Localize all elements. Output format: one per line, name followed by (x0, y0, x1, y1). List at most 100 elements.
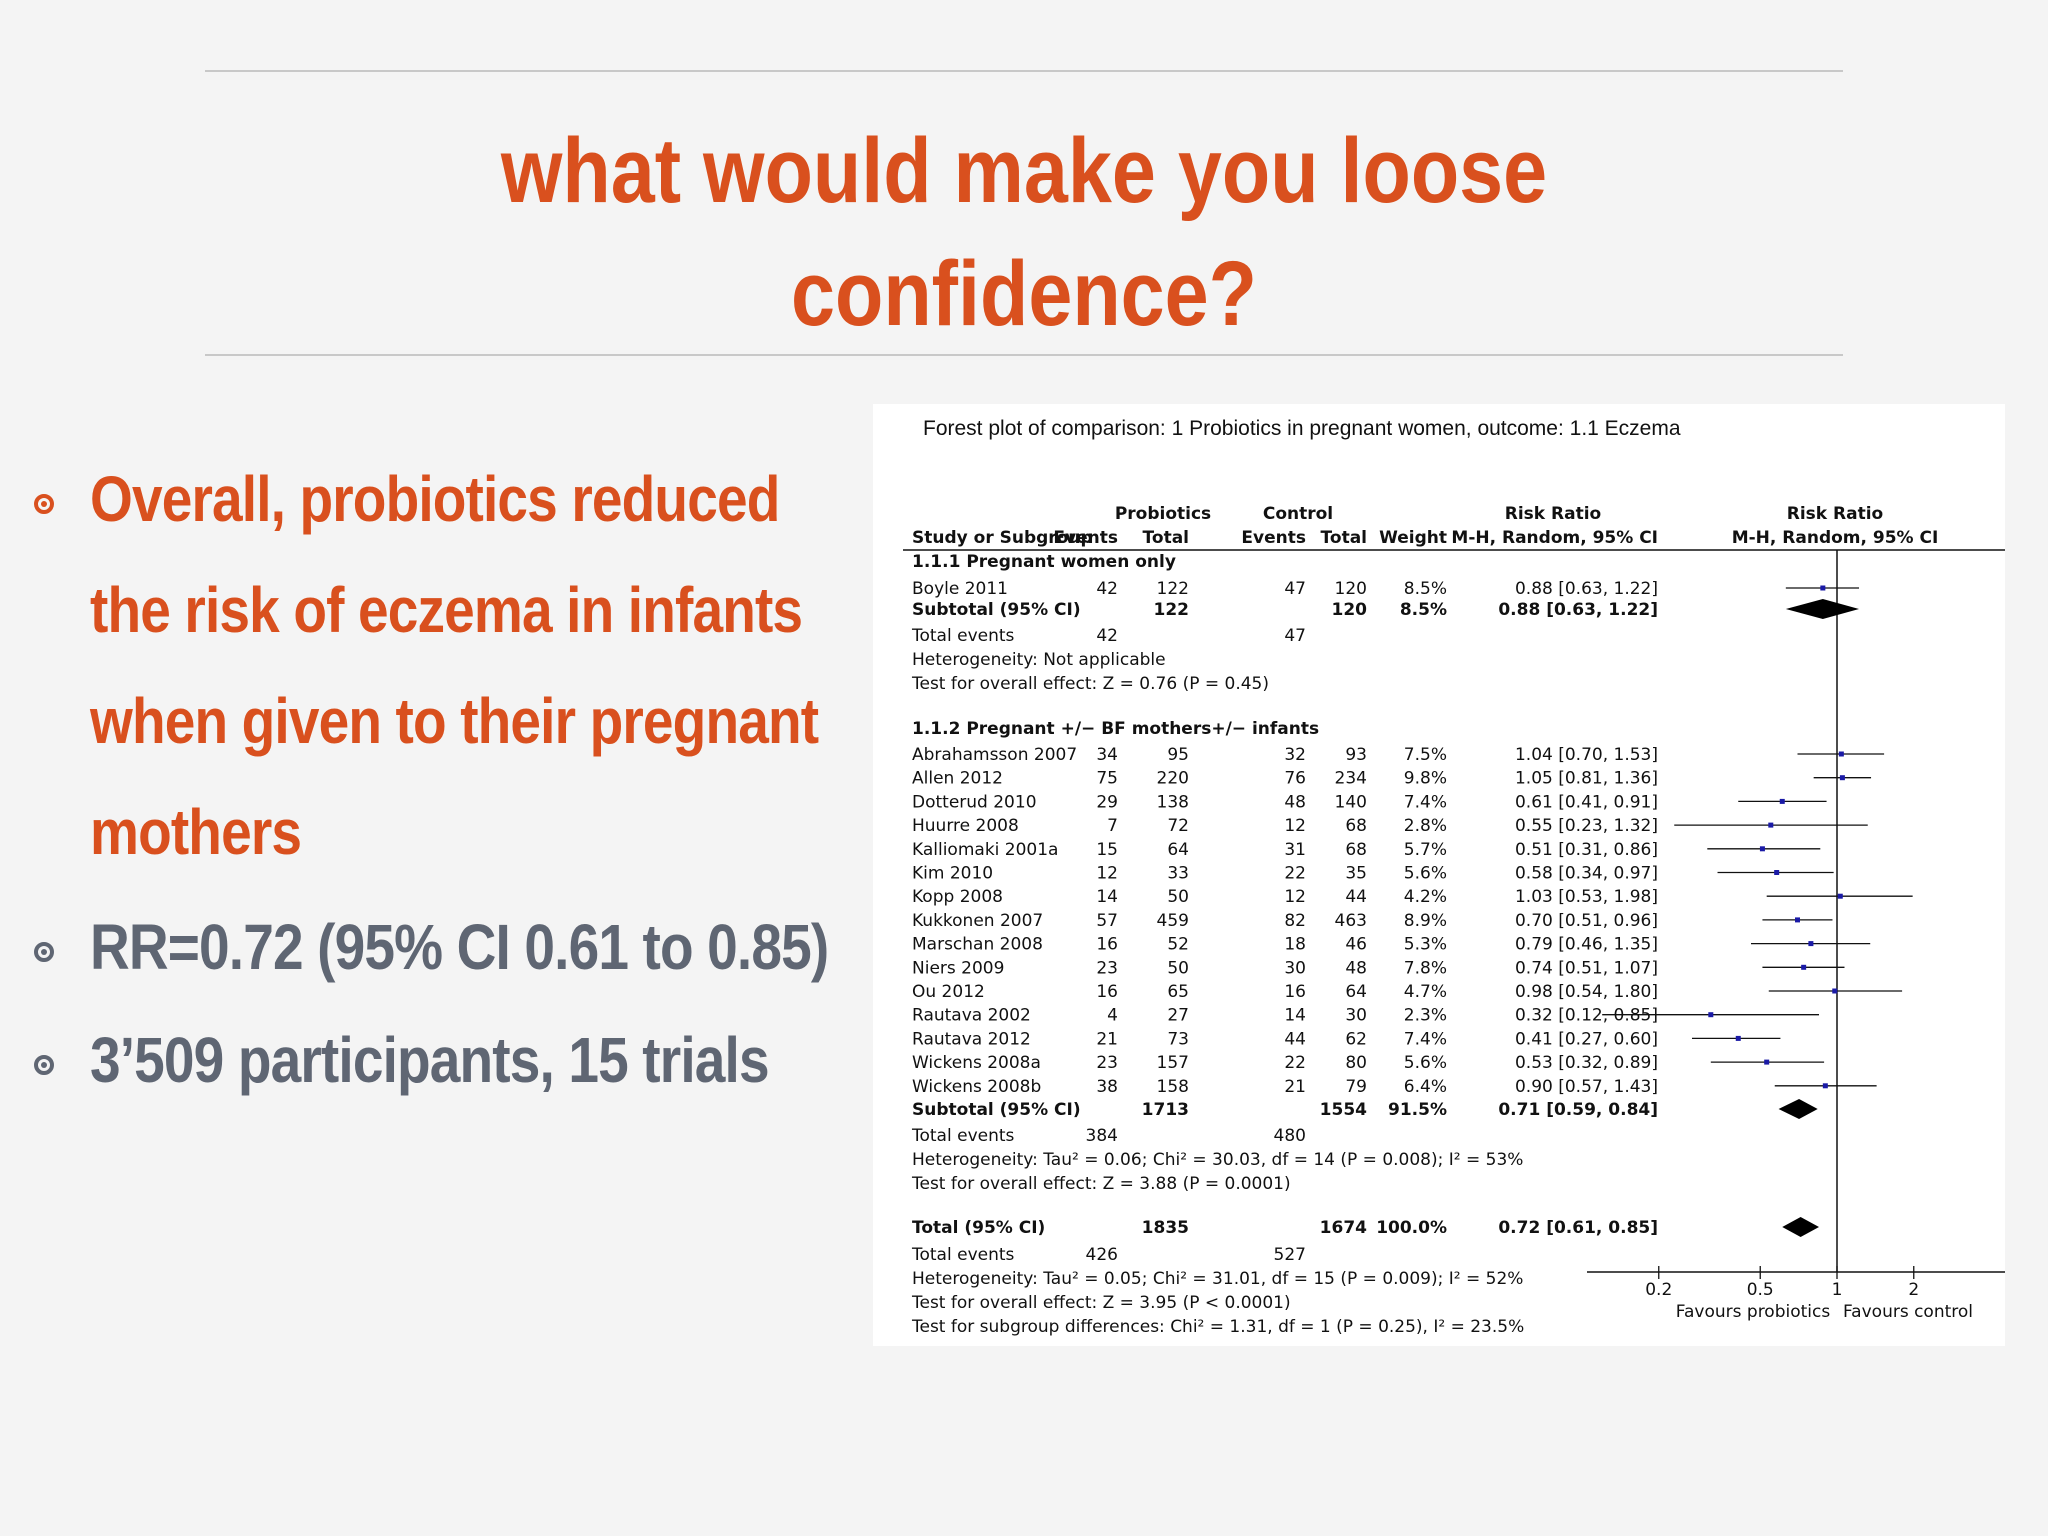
study-name: Dotterud 2010 (912, 792, 1037, 812)
circle-bullet-icon (34, 942, 54, 962)
control-total: 35 (1345, 864, 1367, 884)
overall-effect-text: Test for overall effect: Z = 3.95 (P < 0… (911, 1293, 1291, 1313)
probiotics-events: 7 (1107, 816, 1118, 836)
header-total: Total (1143, 528, 1189, 548)
probiotics-total: 95 (1167, 745, 1189, 765)
study-name: Wickens 2008a (912, 1053, 1041, 1073)
axis-tick-label: 0.2 (1645, 1280, 1672, 1300)
study-weight: 2.8% (1404, 816, 1447, 836)
probiotics-total: 73 (1167, 1029, 1189, 1049)
control-events: 31 (1284, 840, 1306, 860)
study-name: Niers 2009 (912, 958, 1004, 978)
title-divider (205, 354, 1843, 356)
heterogeneity-text: Heterogeneity: Tau² = 0.05; Chi² = 31.01… (912, 1269, 1523, 1289)
study-ci: 0.32 [0.12, 0.85] (1515, 1006, 1658, 1026)
point-estimate (1735, 1035, 1741, 1041)
probiotics-total: 65 (1167, 982, 1189, 1002)
total-weight: 100.0% (1376, 1218, 1447, 1238)
subtotal-label: Subtotal (95% CI) (912, 600, 1081, 620)
probiotics-total: 220 (1157, 769, 1189, 789)
forest-plot: Forest plot of comparison: 1 Probiotics … (903, 417, 2005, 1337)
point-estimate (1774, 870, 1780, 875)
total-events-label: Total events (911, 626, 1015, 646)
study-ci: 0.90 [0.57, 1.43] (1515, 1077, 1658, 1097)
axis-tick-label: 0.5 (1747, 1280, 1774, 1300)
total-events-probiotics: 426 (1086, 1245, 1118, 1265)
overall-effect-text: Test for overall effect: Z = 3.88 (P = 0… (911, 1174, 1291, 1194)
control-events: 14 (1284, 1006, 1306, 1026)
header-risk-ratio: Risk Ratio (1505, 504, 1601, 524)
probiotics-total: 27 (1167, 1006, 1189, 1026)
control-total: 140 (1335, 792, 1367, 812)
subtotal-ci: 0.88 [0.63, 1.22] (1498, 600, 1658, 620)
point-estimate (1837, 893, 1843, 899)
study-ci: 0.70 [0.51, 0.96] (1515, 911, 1658, 931)
control-total: 80 (1345, 1053, 1367, 1073)
probiotics-total: 50 (1167, 887, 1189, 907)
probiotics-events: 29 (1096, 792, 1118, 812)
bullet-text: RR=0.72 (95% CI 0.61 to 0.85) (90, 911, 829, 983)
bullet-text: Overall, probiotics reduced the risk of … (90, 463, 819, 868)
total-ci: 0.72 [0.61, 0.85] (1498, 1218, 1658, 1238)
study-ci: 0.61 [0.41, 0.91] (1515, 792, 1658, 812)
header-total-control: Total (1321, 528, 1367, 548)
subtotal-ci: 0.71 [0.59, 0.84] (1498, 1100, 1658, 1120)
study-ci: 1.03 [0.53, 1.98] (1515, 887, 1658, 907)
total-events-probiotics: 42 (1096, 626, 1118, 646)
control-total: 48 (1345, 958, 1367, 978)
probiotics-total: 158 (1157, 1077, 1189, 1097)
study-weight: 7.5% (1404, 745, 1447, 765)
study-ci: 0.51 [0.31, 0.86] (1515, 840, 1658, 860)
control-total: 30 (1345, 1006, 1367, 1026)
probiotics-events: 34 (1096, 745, 1118, 765)
total-events-label: Total events (911, 1126, 1015, 1146)
probiotics-events: 57 (1096, 911, 1118, 931)
point-estimate (1822, 1083, 1828, 1089)
control-events: 48 (1284, 792, 1306, 812)
study-ci: 0.58 [0.34, 0.97] (1515, 864, 1658, 884)
control-total: 46 (1345, 935, 1367, 955)
forest-plot-panel: Forest plot of comparison: 1 Probiotics … (873, 404, 2005, 1346)
subtotal-control-total: 1554 (1320, 1100, 1367, 1120)
control-events: 22 (1284, 864, 1306, 884)
overall-effect-text: Test for overall effect: Z = 0.76 (P = 0… (911, 674, 1269, 694)
point-estimate (1808, 941, 1814, 947)
study-weight: 8.5% (1404, 579, 1447, 599)
study-name: Kopp 2008 (912, 887, 1003, 907)
study-ci: 0.74 [0.51, 1.07] (1515, 958, 1658, 978)
header-probiotics: Probiotics (1115, 504, 1211, 524)
plot-title: Forest plot of comparison: 1 Probiotics … (923, 417, 1681, 440)
point-estimate (1764, 1059, 1770, 1065)
study-ci: 0.88 [0.63, 1.22] (1515, 579, 1658, 599)
study-ci: 1.05 [0.81, 1.36] (1515, 769, 1658, 789)
study-name: Rautava 2002 (912, 1006, 1031, 1026)
probiotics-events: 4 (1107, 1006, 1118, 1026)
point-estimate (1759, 846, 1765, 852)
point-estimate (1801, 964, 1807, 970)
control-total: 44 (1345, 887, 1367, 907)
control-total: 234 (1335, 769, 1367, 789)
control-events: 12 (1284, 887, 1306, 907)
header-control: Control (1263, 504, 1333, 524)
study-weight: 7.8% (1404, 958, 1447, 978)
control-events: 21 (1284, 1077, 1306, 1097)
favours-control-label: Favours control (1843, 1302, 1973, 1322)
control-events: 22 (1284, 1053, 1306, 1073)
total-diamond (1782, 1217, 1820, 1237)
study-name: Boyle 2011 (912, 579, 1008, 599)
study-name: Kukkonen 2007 (912, 911, 1043, 931)
study-name: Rautava 2012 (912, 1029, 1031, 1049)
control-total: 62 (1345, 1029, 1367, 1049)
control-total: 68 (1345, 816, 1367, 836)
subtotal-probiotics-total: 1713 (1142, 1100, 1189, 1120)
subtotal-weight: 8.5% (1400, 600, 1447, 620)
slide-title-line-2: confidence? (790, 243, 1257, 345)
subgroup-label: 1.1.2 Pregnant +/− BF mothers+/− infants (912, 719, 1319, 739)
probiotics-total: 72 (1167, 816, 1189, 836)
subtotal-diamond (1778, 1099, 1818, 1119)
control-events: 82 (1284, 911, 1306, 931)
header-method: M-H, Random, 95% CI (1451, 528, 1658, 548)
control-events: 12 (1284, 816, 1306, 836)
study-name: Wickens 2008b (912, 1077, 1041, 1097)
control-total: 463 (1335, 911, 1367, 931)
